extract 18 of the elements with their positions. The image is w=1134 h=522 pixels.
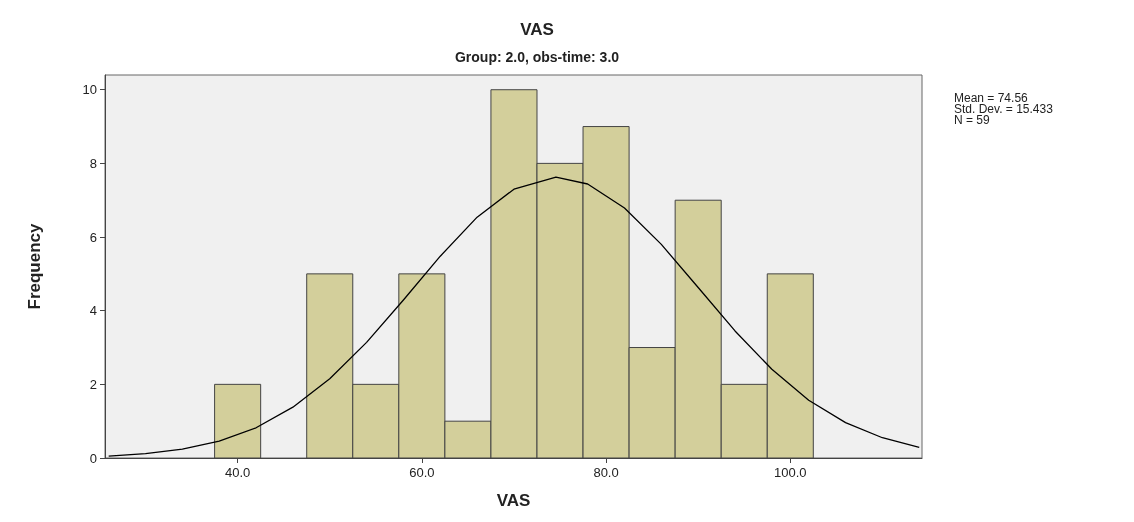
y-tick-label: 0 — [89, 450, 97, 466]
x-tick-label: 40.0 — [224, 465, 251, 480]
y-tick-label: 8 — [89, 155, 97, 171]
y-tick-label: 2 — [89, 376, 97, 392]
text: N = 59 — [954, 113, 991, 127]
y-tick-label: 10 — [82, 82, 97, 98]
text: Std. Dev. = 15.433 — [954, 102, 1054, 116]
x-tick-label: 80.0 — [593, 465, 619, 480]
y-axis-title: Frequency — [25, 222, 44, 310]
y-tick-label: 4 — [89, 303, 97, 319]
x-tick-label: 60.0 — [409, 465, 435, 480]
chart-subtitle: Group: 2.0, obs-time: 3.0 — [454, 49, 620, 65]
line-series — [108, 176, 920, 457]
x-axis-title: VAS — [496, 491, 531, 510]
chart-title: VAS — [520, 20, 554, 39]
y-tick-label: 6 — [89, 229, 97, 245]
x-tick-label: 100.0 — [774, 465, 807, 480]
text: Mean = 74.56 — [954, 91, 1029, 105]
